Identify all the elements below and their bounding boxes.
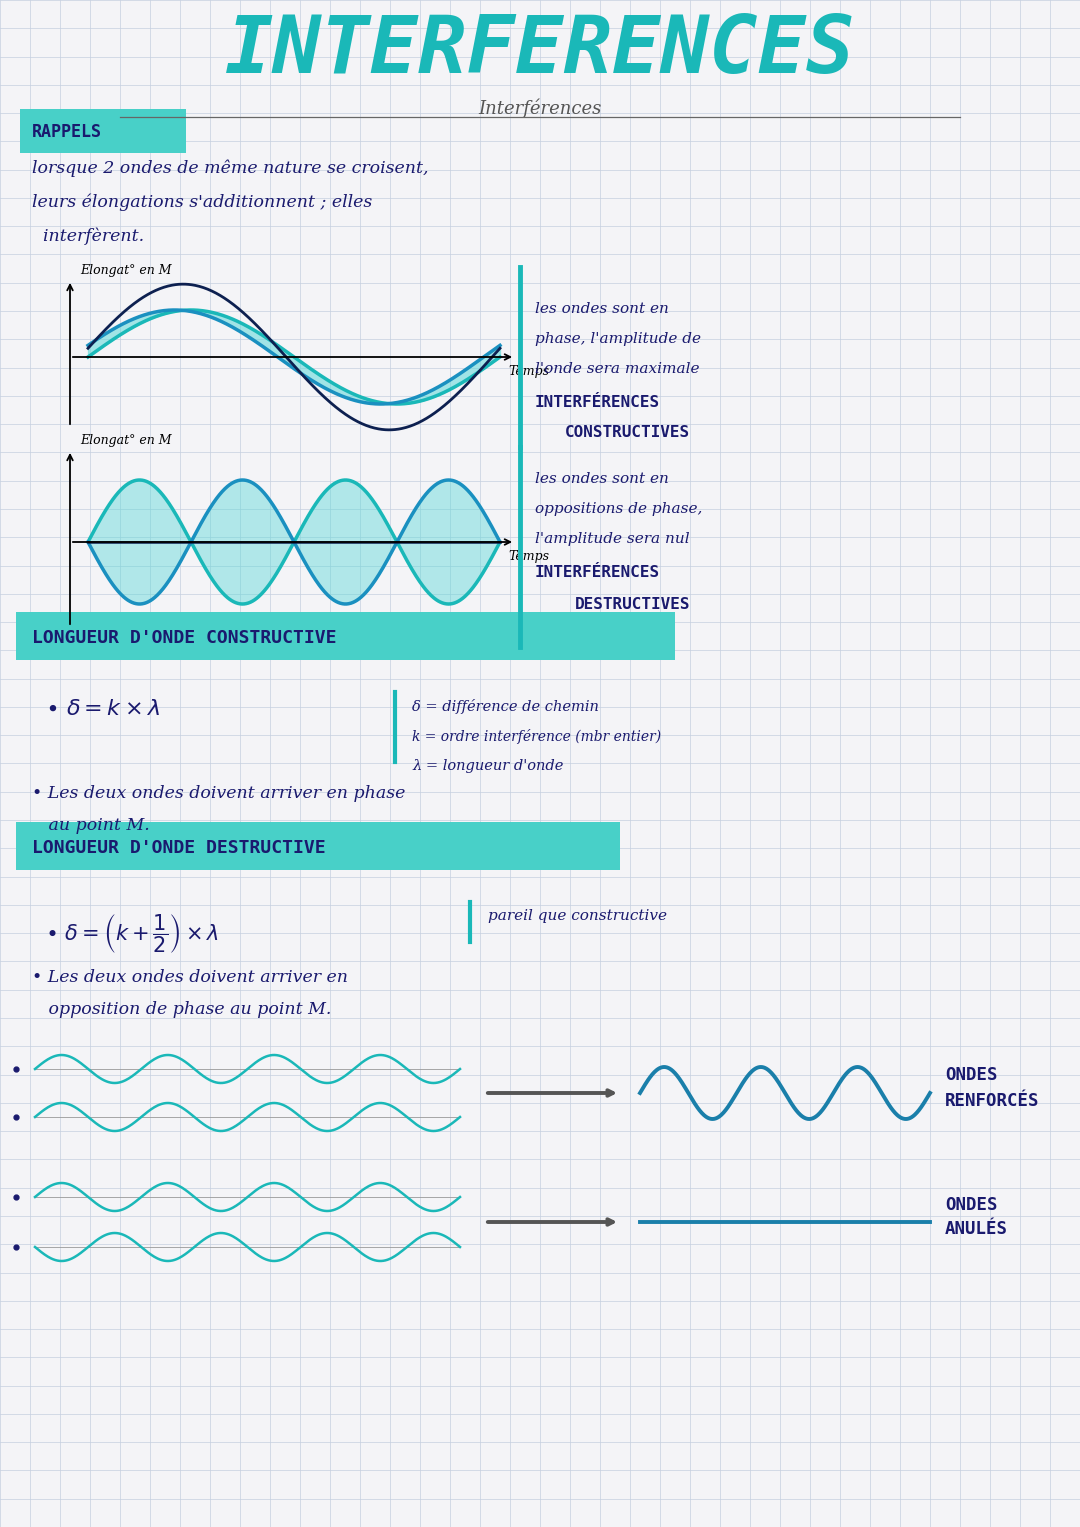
Text: • Les deux ondes doivent arriver en phase: • Les deux ondes doivent arriver en phas…: [32, 785, 405, 802]
Text: oppositions de phase,: oppositions de phase,: [535, 502, 702, 516]
Text: $\bullet$ $\delta = k \times \lambda$: $\bullet$ $\delta = k \times \lambda$: [45, 699, 160, 719]
FancyBboxPatch shape: [16, 822, 620, 870]
Text: INTERFÉRENCES: INTERFÉRENCES: [535, 565, 660, 580]
Text: CONSTRUCTIVES: CONSTRUCTIVES: [565, 425, 690, 440]
Text: LONGUEUR D'ONDE DESTRUCTIVE: LONGUEUR D'ONDE DESTRUCTIVE: [32, 838, 326, 857]
Text: l'amplitude sera nul: l'amplitude sera nul: [535, 531, 690, 547]
Text: ONDES
ANULÉS: ONDES ANULÉS: [945, 1196, 1008, 1238]
Text: Elongat° en M: Elongat° en M: [80, 264, 172, 276]
Text: au point M.: au point M.: [32, 817, 150, 834]
Text: les ondes sont en: les ondes sont en: [535, 302, 669, 316]
FancyBboxPatch shape: [16, 612, 675, 660]
Text: • Les deux ondes doivent arriver en: • Les deux ondes doivent arriver en: [32, 970, 348, 986]
Text: Temps: Temps: [508, 550, 549, 563]
Text: INTERFÉRENCES: INTERFÉRENCES: [535, 395, 660, 411]
Text: interfèrent.: interfèrent.: [32, 228, 144, 246]
Text: lorsque 2 ondes de même nature se croisent,: lorsque 2 ondes de même nature se croise…: [32, 160, 429, 177]
Text: Temps: Temps: [508, 365, 549, 379]
Text: INTERFERENCES: INTERFERENCES: [225, 12, 855, 90]
Text: Interférences: Interférences: [478, 99, 602, 119]
Text: k = ordre interférence (mbr entier): k = ordre interférence (mbr entier): [411, 728, 661, 744]
FancyBboxPatch shape: [21, 108, 186, 153]
Text: δ = différence de chemin: δ = différence de chemin: [411, 699, 599, 715]
Text: leurs élongations s'additionnent ; elles: leurs élongations s'additionnent ; elles: [32, 194, 373, 212]
Text: LONGUEUR D'ONDE CONSTRUCTIVE: LONGUEUR D'ONDE CONSTRUCTIVE: [32, 629, 337, 647]
Text: opposition de phase au point M.: opposition de phase au point M.: [32, 1002, 332, 1019]
Text: DESTRUCTIVES: DESTRUCTIVES: [575, 597, 690, 612]
Text: ONDES
RENFORCÉS: ONDES RENFORCÉS: [945, 1066, 1039, 1110]
Text: Elongat° en M: Elongat° en M: [80, 434, 172, 447]
Text: phase, l'amplitude de: phase, l'amplitude de: [535, 331, 701, 347]
Text: pareil que constructive: pareil que constructive: [488, 909, 667, 922]
Text: λ = longueur d'onde: λ = longueur d'onde: [411, 759, 564, 773]
Text: l'onde sera maximale: l'onde sera maximale: [535, 362, 700, 376]
Text: $\bullet$ $\delta = \left(k + \dfrac{1}{2}\right) \times \lambda$: $\bullet$ $\delta = \left(k + \dfrac{1}{…: [45, 912, 219, 954]
Text: les ondes sont en: les ondes sont en: [535, 472, 669, 486]
Text: RAPPELS: RAPPELS: [32, 124, 102, 140]
